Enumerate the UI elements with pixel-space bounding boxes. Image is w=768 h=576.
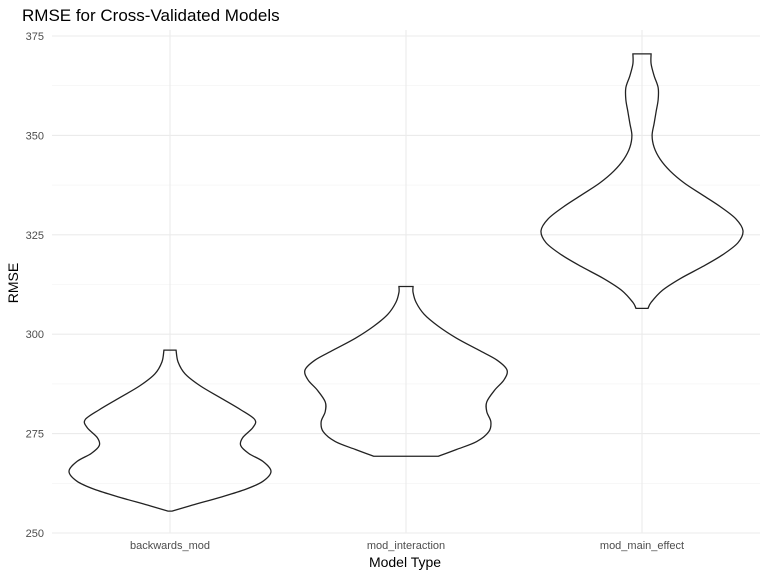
chart-title: RMSE for Cross-Validated Models	[22, 6, 280, 25]
y-axis-ticks: 250 275 300 325 350 375	[26, 31, 44, 540]
y-tick-label: 300	[26, 329, 44, 341]
y-tick-label: 325	[26, 230, 44, 242]
x-tick-label: backwards_mod	[130, 540, 210, 552]
y-tick-label: 350	[26, 130, 44, 142]
grid-lines	[52, 30, 760, 534]
x-axis-title: Model Type	[369, 554, 441, 570]
y-tick-label: 250	[26, 528, 44, 540]
y-tick-label: 375	[26, 31, 44, 43]
x-tick-label: mod_main_effect	[600, 540, 684, 552]
y-tick-label: 275	[26, 429, 44, 441]
violin-mod-main-effect	[540, 53, 744, 310]
violins	[68, 53, 744, 512]
violin-backwards-mod	[68, 349, 272, 512]
x-axis-ticks: backwards_mod mod_interaction mod_main_eff…	[130, 540, 684, 552]
y-axis-title: RMSE	[5, 263, 21, 303]
x-tick-label: mod_interaction	[367, 540, 445, 552]
violin-mod-interaction	[304, 285, 508, 457]
